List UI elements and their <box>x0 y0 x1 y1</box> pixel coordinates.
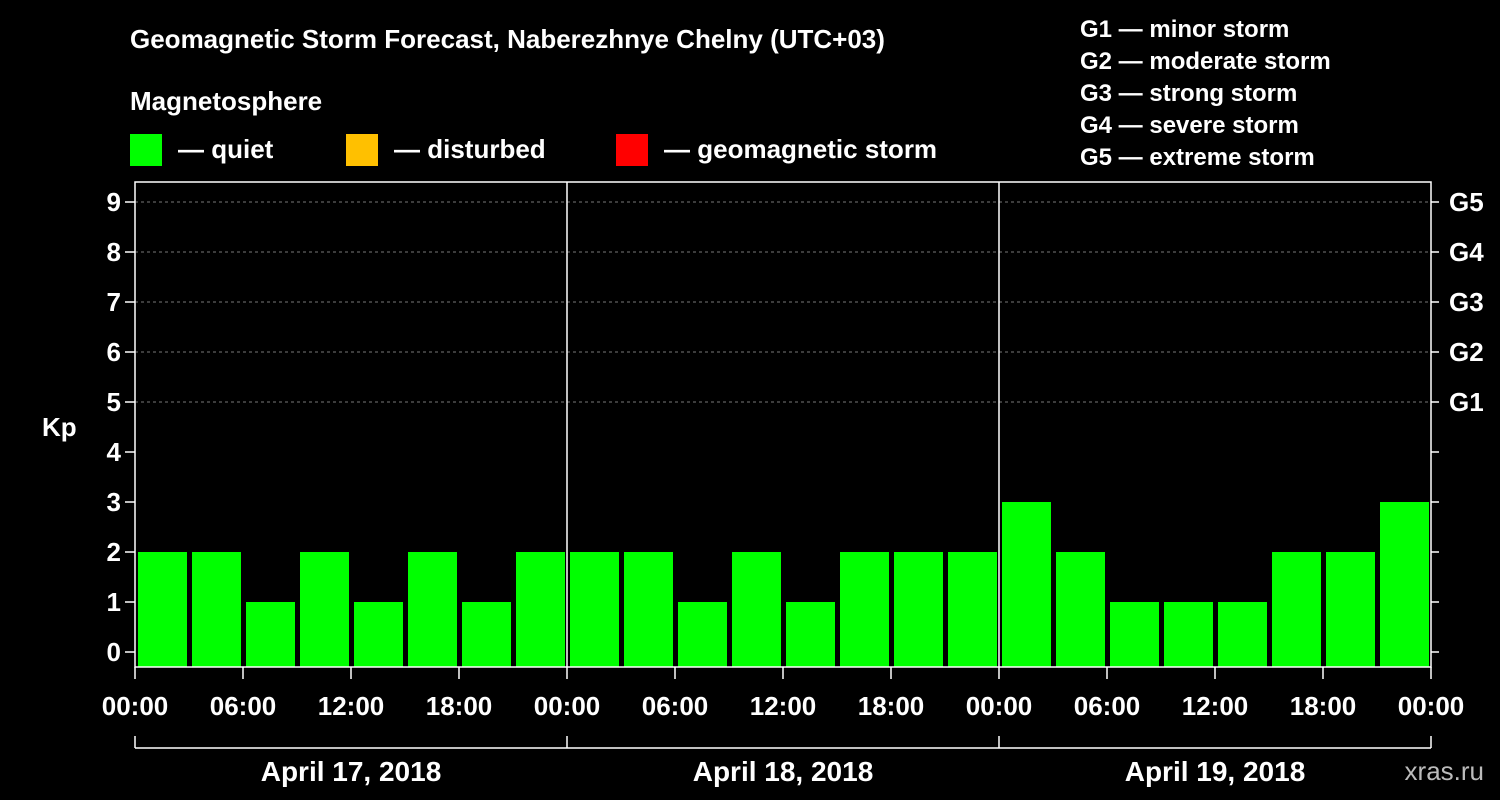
credit-watermark: xras.ru <box>1404 756 1484 786</box>
y-tick-label: 0 <box>107 637 121 667</box>
kp-bar <box>1380 502 1429 667</box>
y-tick-label: 3 <box>107 487 121 517</box>
kp-bar <box>1164 602 1213 667</box>
kp-bar <box>840 552 889 667</box>
kp-bar <box>138 552 187 667</box>
kp-bar <box>786 602 835 667</box>
legend-label-disturbed: — disturbed <box>394 134 546 164</box>
kp-bar <box>462 602 511 667</box>
kp-bar <box>732 552 781 667</box>
x-tick-label: 00:00 <box>534 691 601 721</box>
x-tick-label: 00:00 <box>102 691 169 721</box>
y-tick-label: 8 <box>107 237 121 267</box>
x-tick-label: 12:00 <box>750 691 817 721</box>
g-level-label: G5 <box>1449 187 1484 217</box>
x-tick-label: 12:00 <box>318 691 385 721</box>
x-tick-label: 06:00 <box>210 691 277 721</box>
x-tick-label: 00:00 <box>1398 691 1465 721</box>
storm-level-g3: G3 — strong storm <box>1080 80 1298 107</box>
kp-bar <box>516 552 565 667</box>
kp-bar <box>408 552 457 667</box>
legend-label-quiet: — quiet <box>178 134 274 164</box>
y-tick-label: 1 <box>107 587 121 617</box>
x-tick-label: 12:00 <box>1182 691 1249 721</box>
g-level-label: G2 <box>1449 337 1484 367</box>
kp-bar <box>678 602 727 667</box>
y-tick-label: 2 <box>107 537 121 567</box>
storm-level-g2: G2 — moderate storm <box>1080 48 1331 75</box>
x-tick-label: 18:00 <box>426 691 493 721</box>
g-level-label: G4 <box>1449 237 1484 267</box>
y-tick-label: 7 <box>107 287 121 317</box>
legend-swatch-disturbed <box>346 134 378 166</box>
y-tick-label: 6 <box>107 337 121 367</box>
y-axis-label: Kp <box>42 412 77 442</box>
kp-bar <box>300 552 349 667</box>
chart-title: Geomagnetic Storm Forecast, Naberezhnye … <box>130 24 885 54</box>
g-level-label: G3 <box>1449 287 1484 317</box>
day-label: April 18, 2018 <box>693 756 874 787</box>
x-tick-label: 18:00 <box>858 691 925 721</box>
x-tick-label: 06:00 <box>642 691 709 721</box>
storm-level-g1: G1 — minor storm <box>1080 16 1290 43</box>
x-tick-label: 00:00 <box>966 691 1033 721</box>
x-tick-label: 06:00 <box>1074 691 1141 721</box>
kp-bar <box>246 602 295 667</box>
kp-bar <box>570 552 619 667</box>
kp-bar <box>948 552 997 667</box>
day-label: April 17, 2018 <box>261 756 442 787</box>
y-tick-label: 5 <box>107 387 121 417</box>
kp-bar <box>354 602 403 667</box>
kp-bar <box>624 552 673 667</box>
y-tick-label: 4 <box>107 437 122 467</box>
kp-bar <box>894 552 943 667</box>
kp-bar <box>1326 552 1375 667</box>
legend-swatch-quiet <box>130 134 162 166</box>
kp-bar <box>1002 502 1051 667</box>
day-label: April 19, 2018 <box>1125 756 1306 787</box>
legend-label-storm: — geomagnetic storm <box>664 134 938 164</box>
y-tick-label: 9 <box>107 187 121 217</box>
legend-swatch-storm <box>616 134 648 166</box>
kp-bar <box>1110 602 1159 667</box>
kp-bar <box>192 552 241 667</box>
storm-level-g4: G4 — severe storm <box>1080 112 1299 139</box>
kp-bar <box>1272 552 1321 667</box>
x-tick-label: 18:00 <box>1290 691 1357 721</box>
legend-subtitle: Magnetosphere <box>130 86 323 116</box>
kp-bar <box>1056 552 1105 667</box>
storm-level-g5: G5 — extreme storm <box>1080 144 1315 171</box>
kp-bar <box>1218 602 1267 667</box>
g-level-label: G1 <box>1449 387 1484 417</box>
